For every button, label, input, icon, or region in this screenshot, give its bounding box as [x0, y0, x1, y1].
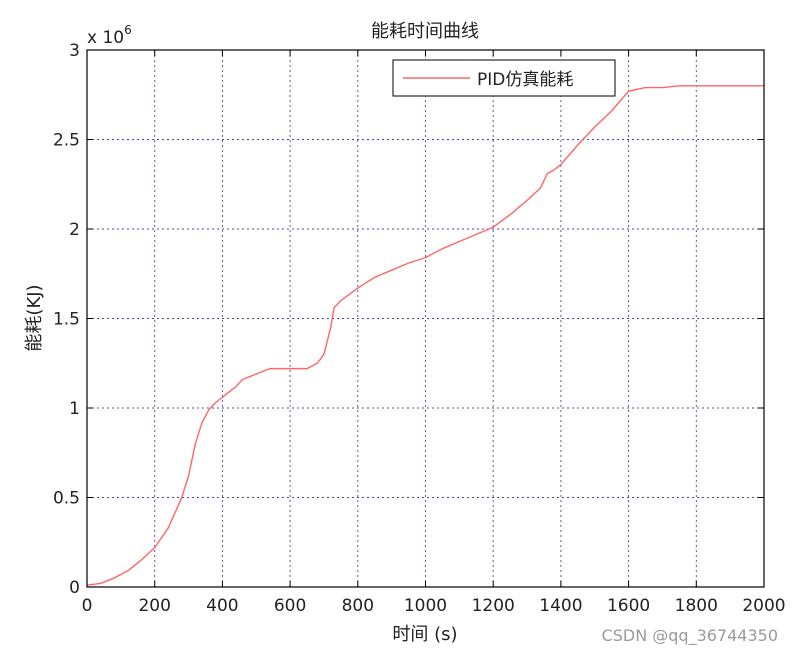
x-tick-label: 1600 — [607, 596, 650, 616]
y-multiplier-exponent: 6 — [124, 23, 132, 37]
x-tick-label: 800 — [342, 596, 374, 616]
x-tick-label: 0 — [82, 596, 93, 616]
plot-area — [87, 50, 764, 587]
x-tick-label: 1800 — [675, 596, 718, 616]
y-multiplier: x 106 — [87, 23, 132, 48]
axis-tick-labels: 0 200 400 600 800 1000 1200 1400 1600 1800 2000 0 0.… — [53, 41, 786, 616]
legend: PID仿真能耗 — [392, 59, 616, 97]
y-multiplier-base: x 10 — [87, 28, 124, 48]
y-tick-label: 0.5 — [53, 489, 80, 509]
x-tick-label: 600 — [274, 596, 306, 616]
series-group — [86, 85, 764, 586]
y-tick-label: 2 — [69, 220, 80, 240]
y-axis-label: 能耗(KJ) — [24, 284, 45, 351]
y-tick-label: 1 — [69, 399, 80, 419]
y-tick-label: 2.5 — [53, 131, 80, 151]
x-axis-label: 时间 (s) — [392, 624, 457, 645]
legend-entry-label: PID仿真能耗 — [477, 70, 573, 90]
x-tick-label: 2000 — [742, 596, 785, 616]
y-tick-label: 1.5 — [53, 310, 80, 330]
x-tick-label: 200 — [138, 596, 170, 616]
x-tick-label: 1200 — [472, 596, 515, 616]
y-tick-label: 3 — [69, 41, 80, 61]
y-tick-label: 0 — [69, 578, 80, 598]
series-line — [86, 85, 764, 586]
chart-title: 能耗时间曲线 — [371, 21, 479, 42]
x-tick-label: 1400 — [539, 596, 582, 616]
watermark: CSDN @qq_36744350 — [601, 626, 778, 645]
x-tick-label: 400 — [206, 596, 238, 616]
x-tick-label: 1000 — [404, 596, 447, 616]
axis-ticks — [86, 49, 765, 588]
